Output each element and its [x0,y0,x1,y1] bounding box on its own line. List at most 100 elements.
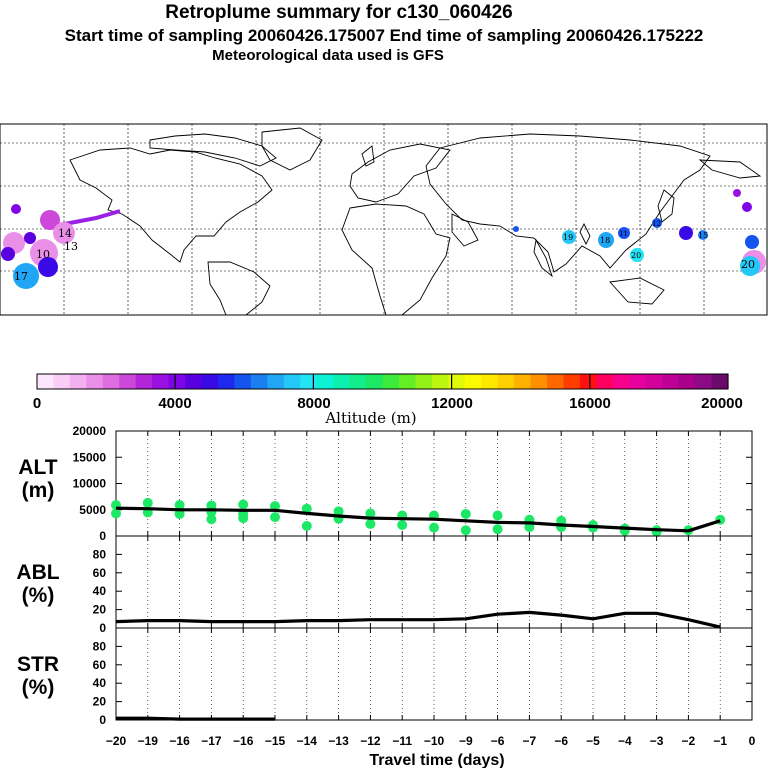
x-tick-label: −20 [106,734,127,748]
colorbar-cell [382,374,400,389]
colorbar-cell [612,374,630,389]
colorbar-cell [283,374,301,389]
colorbar-cell [119,374,137,389]
sampling-times: Start time of sampling 20060426.175007 E… [64,26,704,45]
panel-str: 0 20 40 60 80 STR (%) [17,627,753,727]
x-tick-label: −14 [297,734,318,748]
colorbar-cell [217,374,236,389]
y-tick-label: 60 [93,658,107,672]
colorbar-cell [250,374,268,389]
y-tick-label: 40 [93,584,107,598]
colorbar-tick-label: 0 [33,395,41,412]
plume-clusters [1,189,766,289]
x-tick-label: −3 [650,734,664,748]
panel-frame [115,627,753,721]
x-tick-label: −9 [459,734,473,748]
y-tick-label: 20000 [73,424,107,438]
colorbar-cell [201,374,219,389]
colorbar-cell [514,374,532,389]
colorbar-cell [316,374,334,389]
colorbar-tick-labels: 0 4000 8000 12000 16000 20000 [33,395,743,412]
altitude-marker [333,506,344,517]
y-tick-label: 15000 [73,450,107,464]
cluster-label: 18 [600,236,610,245]
colorbar-label: Altitude (m) [324,409,416,427]
altitude-marker [142,497,153,508]
y-tick-label: 80 [93,547,107,561]
x-tick-label: −17 [201,734,222,748]
colorbar-cell [678,374,696,389]
altitude-marker [492,510,503,521]
x-tick-label: −4 [618,734,632,748]
colorbar-cell [711,374,729,389]
altitude-marker [365,508,376,519]
colorbar-cell [135,374,153,389]
alt-line [115,506,721,533]
y-axis-label-line: ALT [18,456,57,479]
x-tick-label: 0 [749,734,756,748]
colorbar-cell [349,374,367,389]
colorbar-tick-label: 4000 [158,395,191,412]
cluster-label: 10 [36,248,50,261]
colorbar-cell [431,374,449,389]
x-tick-label: −12 [360,734,381,748]
altitude-marker [301,521,312,532]
altitude-marker [270,512,280,523]
y-axis-label-line: (m) [22,479,55,502]
altitude-marker [238,513,249,524]
colorbar-cell [53,374,71,389]
colorbar-cell [398,374,417,389]
colorbar-cell [69,374,87,389]
y-tick-label: 40 [93,676,107,690]
cluster-label: 15 [698,231,708,240]
altitude-marker [397,519,408,530]
y-tick-label: 20 [93,603,107,617]
x-tick-label: −6 [491,734,505,748]
altitude-marker [270,501,280,512]
colorbar-cell [168,374,186,389]
y-tick-label: 10000 [73,477,107,491]
colorbar-cells [37,374,729,389]
cluster-label: 12 [652,220,661,228]
altitude-marker [174,508,185,519]
x-tick-label: −11 [392,734,412,748]
colorbar-cell [645,374,663,389]
x-tick-label: −15 [265,734,286,748]
x-tick-label: −19 [138,734,159,748]
x-tick-label: −6 [554,734,568,748]
altitude-marker [492,524,503,535]
altitude-marker [460,508,471,519]
x-tick-label: −1 [713,734,727,748]
met-data-note: Meteorological data used is GFS [212,47,444,64]
y-tick-label: 80 [93,639,107,653]
altitude-marker [111,508,121,519]
colorbar-cell [448,374,466,389]
cluster-label: 20 [631,251,641,260]
colorbar-tick-label: 20000 [701,395,743,412]
colorbar-tick-label: 8000 [297,395,330,412]
colorbar-cell [629,374,647,389]
y-tick-label: 0 [99,713,106,727]
altitude-marker [174,500,185,511]
y-axis-label-line: (%) [22,584,55,607]
cluster-label: 20 [741,258,755,271]
colorbar-cell [579,374,597,389]
x-tick-label: −7 [523,734,537,748]
colorbar-frame [36,373,729,390]
cluster-label: 19 [563,233,573,242]
cluster-label: 13 [64,240,78,253]
colorbar-cell [415,374,433,389]
colorbar-cell [86,374,104,389]
x-tick-label: −2 [682,734,696,748]
coastlines [69,127,762,316]
str-line [116,716,275,721]
colorbar-cell [185,374,203,389]
colorbar-cell [662,374,680,389]
cluster-label: 11 [619,230,628,238]
colorbar-cell [695,374,713,389]
panel-alt: 0 5000 10000 15000 20000 ALT (m) [18,424,753,543]
y-axis-label: STR (%) [17,653,59,699]
y-axis-label-line: ABL [16,561,59,584]
colorbar-cell [530,374,548,389]
